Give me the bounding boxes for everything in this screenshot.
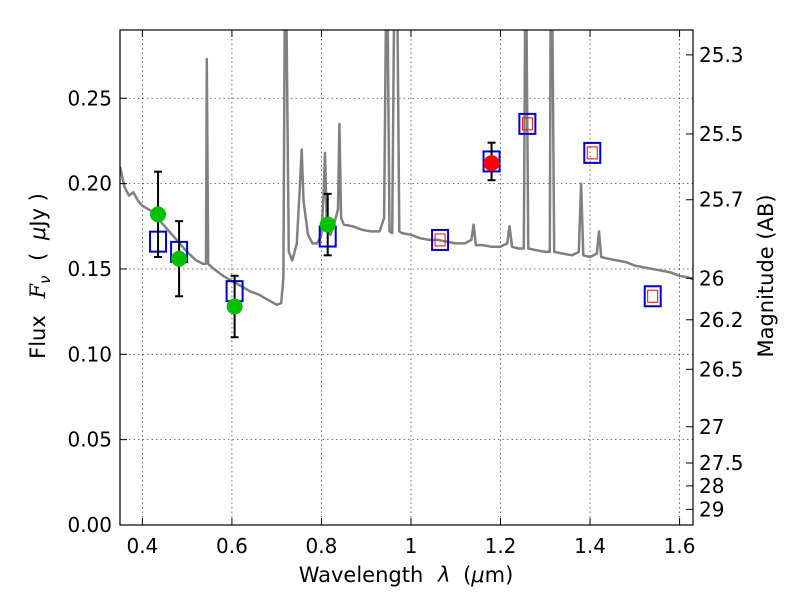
y2-tick-label: 25.5 [699, 122, 744, 146]
x-tick-label: 1 [405, 534, 418, 558]
model-sed [120, 30, 693, 307]
y2-tick-label: 26 [699, 266, 724, 290]
x-tick-label: 0.6 [216, 534, 248, 558]
tick-layer: 0.4 0.6 0.8 1 1.2 1.4 1.6 0.00 0.05 0.10 0.15 0.20 0… [67, 30, 744, 558]
y-tick-label: 0.05 [67, 428, 112, 452]
y-axis-label: Flux Fν ( μJy ) [26, 193, 55, 359]
observed-upper-marker [647, 289, 659, 303]
x-tick-label: 0.4 [126, 534, 158, 558]
model-photometry-marker [643, 285, 662, 308]
x-axis-label: Wavelength λ (μm) [299, 563, 514, 587]
y2-tick-label: 28 [699, 474, 724, 498]
model-photometry-marker [518, 112, 537, 135]
observed-upper-marker [434, 233, 446, 247]
y2-tick-label: 27.5 [699, 451, 744, 475]
y2-tick-label: 27 [699, 415, 724, 439]
x-tick-label: 1.2 [485, 534, 517, 558]
model-photometry-marker [431, 228, 450, 251]
y2-tick-label: 25.3 [699, 43, 744, 67]
y-tick-label: 0.25 [67, 86, 112, 110]
x-tick-label: 0.8 [306, 534, 338, 558]
y2-tick-label: 26.2 [699, 308, 744, 332]
y-tick-label: 0.10 [67, 342, 112, 366]
sed-line-layer [120, 30, 693, 307]
y-tick-label: 0.00 [67, 513, 112, 537]
y2-axis-label: Magnitude (AB) [754, 194, 778, 357]
y2-tick-label: 25.7 [699, 188, 744, 212]
plot-frame [119, 29, 694, 526]
y-tick-label: 0.15 [67, 257, 112, 281]
observed-optical-point [171, 250, 188, 267]
x-tick-label: 1.6 [664, 534, 696, 558]
y2-tick-label: 26.5 [699, 357, 744, 381]
y2-tick-label: 29 [699, 497, 724, 521]
model-photometry-marker [583, 141, 602, 164]
observed-optical-point [226, 298, 243, 315]
observed-optical-point [319, 216, 336, 233]
observed-optical-point [150, 206, 167, 223]
observed-upper-marker [521, 117, 533, 131]
y-tick-label: 0.20 [67, 172, 112, 196]
marker-layer [149, 112, 662, 339]
observed-nir-point [483, 155, 500, 172]
x-tick-label: 1.4 [574, 534, 606, 558]
observed-upper-marker [586, 146, 598, 160]
